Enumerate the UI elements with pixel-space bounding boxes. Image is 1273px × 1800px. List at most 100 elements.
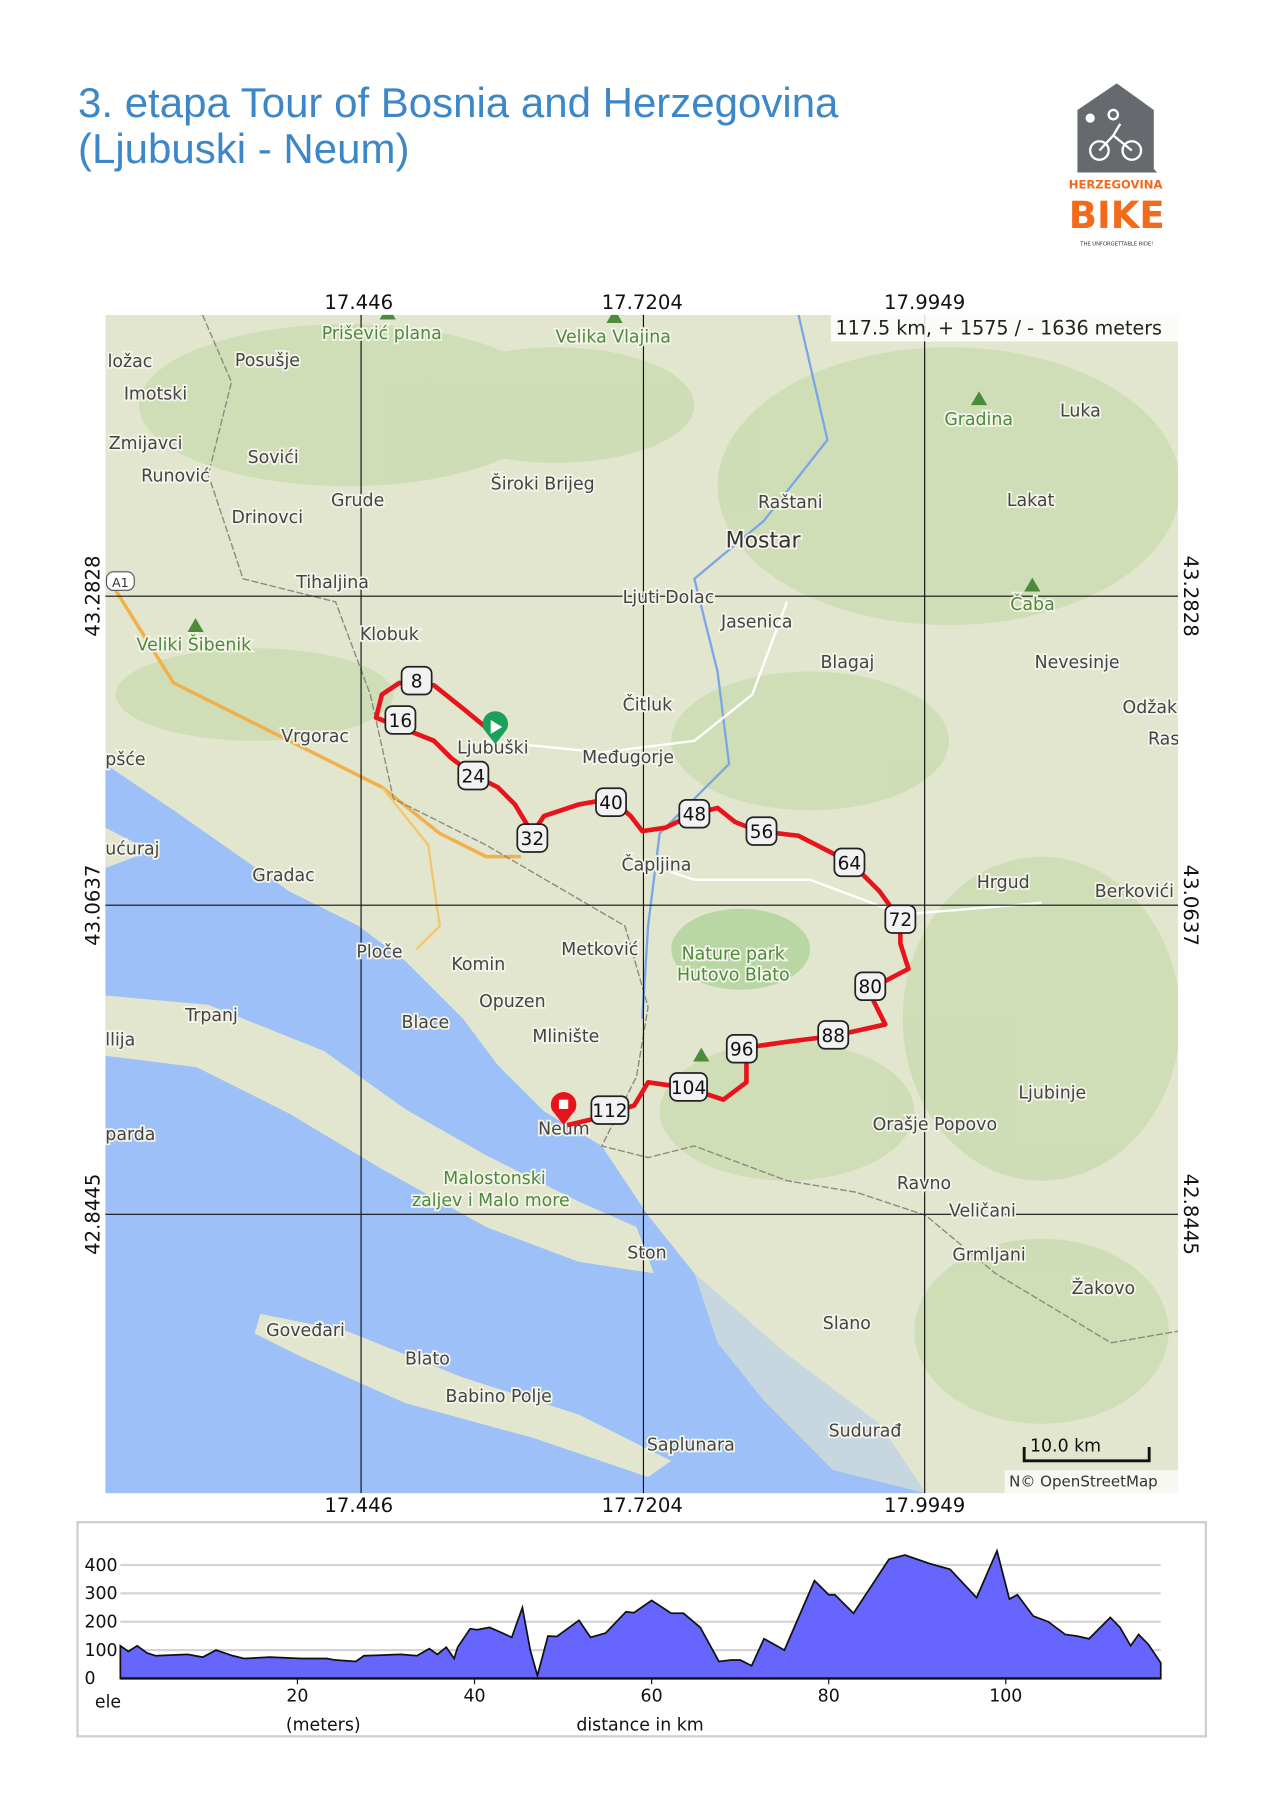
y-tick-label: 0 [84,1669,95,1689]
map[interactable]: A1 Prišević plana Velika Vlajina Posušje Im… [105,306,1180,1494]
y-axis-unit: (meters) [286,1716,361,1736]
x-axis-label: distance in km [576,1716,703,1736]
lon-tick-label: 17.9949 [884,291,965,314]
km-marker: 16 [384,705,417,735]
km-marker-label: 8 [411,672,423,693]
place-label: Ravno [897,1174,951,1194]
y-tick-label: 200 [84,1613,117,1633]
km-marker: 32 [516,823,549,853]
km-marker-label: 64 [838,853,862,874]
place-label: Tihaljina [295,573,369,593]
lat-ticks-left: 43.2828 43.0637 42.8445 [82,555,105,1254]
y-tick-label: 100 [84,1641,117,1661]
route-summary: 117.5 km, + 1575 / - 1636 meters [836,317,1163,340]
km-marker-label: 80 [858,977,882,998]
place-label: Čitluk [623,694,673,716]
place-label: Goveđari [266,1321,345,1341]
place-label: Široki Brijeg [491,473,595,495]
km-marker-label: 88 [821,1026,845,1047]
km-marker: 24 [457,760,490,791]
x-tick-label: 60 [641,1687,663,1707]
km-marker-label: 56 [750,822,774,843]
place-label: parda [105,1125,155,1145]
km-marker: 72 [884,904,917,934]
place-label: Hutovo Blato [677,965,790,985]
place-label: Vrgorac [281,727,349,747]
attribution[interactable]: N© OpenStreetMap [1009,1472,1158,1490]
peljesac-peninsula [105,995,654,1274]
nature-park-area [671,908,811,990]
km-marker-label: 32 [521,829,545,850]
rivers [641,314,829,1019]
lon-tick-label: 17.446 [324,291,393,314]
logo-text-top: HERZEGOVINA [1069,178,1163,192]
place-label: Slano [823,1314,871,1334]
km-marker-label: 112 [592,1101,627,1122]
place-label: Ras [1148,729,1179,749]
place-label: Odžak [1123,698,1177,718]
title-line-2: (Ljubuski - Neum) [78,125,410,172]
lon-ticks-top: 17.446 17.7204 17.9949 [324,291,965,314]
place-label: zaljev i Malo more [412,1191,570,1211]
place-label: Ploče [356,942,402,962]
place-label: Trpanj [184,1006,238,1026]
y-tick-label: 400 [84,1556,117,1576]
km-marker: 56 [745,816,778,846]
place-label: Imotski [124,384,187,404]
mljet-island [254,1313,672,1478]
scale-bar: 10.0 km [1022,1437,1151,1463]
place-label: Žakovo [1072,1277,1135,1299]
logo-tagline: THE UNFORGETTABLE RIDE! [1079,241,1153,247]
lon-tick-label: 17.9949 [884,1494,965,1517]
place-label: Veliki Šibenik [137,634,252,656]
terrain-shading [115,324,1179,1424]
place-label: Čaba [1010,593,1054,615]
place-labels: Prišević plana Velika Vlajina Posušje Imots… [105,322,1179,1457]
place-label: Ljuti Dolac [623,588,715,608]
km-marker: 40 [595,787,627,817]
lat-tick-label: 43.0637 [82,865,105,946]
lat-tick-label: 43.2828 [1179,555,1202,636]
place-label: Jasenica [720,612,792,632]
place-label: Komin [451,955,505,975]
place-label: Grmljani [952,1246,1025,1266]
road-shield-a1: A1 [105,571,135,591]
x-tick-label: 40 [463,1687,485,1707]
km-marker-label: 48 [683,805,707,826]
place-label: Nevesinje [1035,653,1120,673]
lat-tick-label: 42.8445 [1179,1174,1202,1255]
place-label: Mostar [726,529,802,554]
y-tick-label: 300 [84,1584,117,1604]
route-summary-box: 117.5 km, + 1575 / - 1636 meters [830,314,1179,342]
finish-pin-icon[interactable] [550,1092,577,1126]
title-line-1: 3. etapa Tour of Bosnia and Herzegovina [78,79,839,126]
place-label: Posušje [235,351,300,371]
place-label: Malostonski [443,1169,545,1189]
roads [114,589,1042,951]
bicycle-icon [1088,108,1143,161]
lon-ticks-bottom: 17.446 17.7204 17.9949 [324,1494,965,1517]
place-label: Lakat [1007,491,1055,511]
x-tick-label: 80 [818,1687,840,1707]
place-label: Veličani [949,1202,1016,1222]
coordinate-grid [105,314,1179,1494]
peak-icons [187,314,1041,1062]
lat-tick-label: 43.2828 [82,555,105,636]
logo-text-main: BIKE [1069,194,1165,237]
km-marker: 80 [854,971,887,1001]
km-markers: 8 16 24 32 40 48 56 64 72 80 88 96 104 112 [384,665,917,1125]
place-label: Babino Polje [446,1387,552,1407]
place-label: Nature park [682,945,785,965]
borders [201,314,1179,1344]
elevation-area [119,1548,1162,1680]
start-pin-icon[interactable] [482,711,509,745]
place-label: Zmijavci [109,434,183,454]
place-label: Ston [627,1243,666,1263]
place-label: Saplunara [647,1435,735,1455]
km-marker-label: 104 [671,1078,706,1099]
place-label: Gradac [252,866,314,886]
place-label: Grude [331,491,384,511]
lat-tick-label: 43.0637 [1179,865,1202,946]
km-marker: 104 [669,1072,708,1102]
